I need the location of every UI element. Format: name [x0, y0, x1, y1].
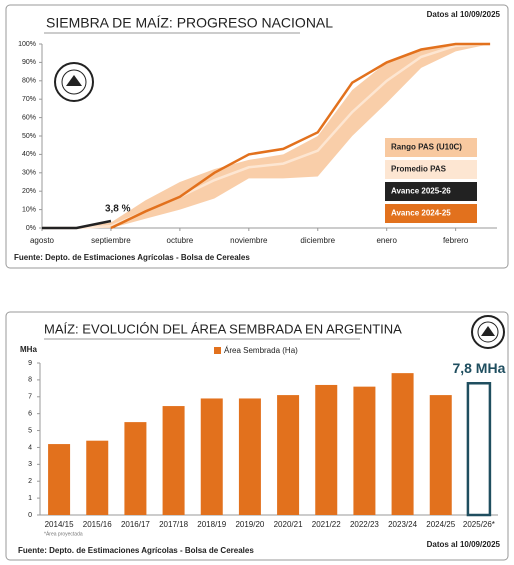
- series-line: [42, 42, 491, 230]
- bar: [429, 395, 452, 515]
- y-tick-label: 50%: [22, 133, 36, 140]
- x-tick-label: 2020/21: [274, 520, 303, 529]
- legend-swatch: [214, 347, 221, 354]
- legend-label: Rango PAS (U10C): [391, 143, 462, 152]
- legend-label: Promedio PAS: [391, 165, 447, 174]
- y-tick-label: 90%: [22, 59, 36, 66]
- x-tick-label: 2023/24: [388, 520, 417, 529]
- y-tick-label: 20%: [22, 188, 36, 195]
- progress-chart: SIEMBRA DE MAÍZ: PROGRESO NACIONAL Datos…: [5, 4, 509, 269]
- bar: [277, 395, 300, 515]
- y-tick-label: 0: [28, 512, 32, 519]
- date-note: Datos al 10/09/2025: [427, 10, 501, 19]
- bar: [124, 422, 147, 515]
- y-tick-label: 3: [28, 461, 32, 468]
- x-tick-label: 2018/19: [197, 520, 226, 529]
- y-tick-label: 70%: [22, 96, 36, 103]
- legend-label: Avance 2024-25: [391, 209, 451, 218]
- annotation: 3,8 %: [105, 204, 131, 215]
- x-tick-label: 2021/22: [312, 520, 341, 529]
- x-tick-label: noviembre: [230, 236, 268, 245]
- y-tick-label: 9: [28, 360, 32, 367]
- x-tick-label: 2014/15: [45, 520, 74, 529]
- x-tick-label: enero: [376, 236, 397, 245]
- bar: [162, 406, 185, 515]
- x-tick-label: 2019/20: [235, 520, 264, 529]
- bar: [200, 398, 223, 515]
- legend-swatch: [385, 160, 477, 179]
- bar: [315, 384, 338, 515]
- area-chart: MAÍZ: EVOLUCIÓN DEL ÁREA SEMBRADA EN ARG…: [5, 311, 509, 561]
- y-tick-label: 2: [28, 478, 32, 485]
- y-tick-label: 4: [28, 444, 32, 451]
- y-tick-label: 30%: [22, 170, 36, 177]
- x-tick-label: octubre: [167, 236, 194, 245]
- series-line: [42, 219, 112, 230]
- y-tick-label: 7: [28, 394, 32, 401]
- annotation: 7,8 MHa: [452, 360, 505, 376]
- legend-swatch: [385, 138, 477, 157]
- y-tick-label: 0%: [26, 225, 36, 232]
- x-tick-label: febrero: [443, 236, 469, 245]
- legend-swatch: [385, 182, 477, 201]
- y-axis-label: MHa: [20, 345, 37, 354]
- y-tick-label: 8: [28, 377, 32, 384]
- bar: [391, 373, 414, 515]
- x-tick-label: 2022/23: [350, 520, 379, 529]
- bar: [466, 382, 492, 517]
- x-tick-label: agosto: [30, 236, 55, 245]
- chart-title: SIEMBRA DE MAÍZ: PROGRESO NACIONAL: [46, 15, 333, 31]
- logo: [54, 62, 94, 102]
- bar: [353, 386, 376, 515]
- y-tick-label: 40%: [22, 151, 36, 158]
- x-tick-label: 2025/26*: [463, 520, 495, 529]
- source: Fuente: Depto. de Estimaciones Agrícolas…: [18, 546, 254, 555]
- y-tick-label: 10%: [22, 206, 36, 213]
- bar: [86, 440, 109, 515]
- y-tick-label: 6: [28, 411, 32, 418]
- footnote: *Área proyectada: [44, 530, 83, 537]
- x-tick-label: 2016/17: [121, 520, 150, 529]
- y-tick-label: 80%: [22, 78, 36, 85]
- y-tick-label: 5: [28, 427, 32, 434]
- logo: [471, 315, 505, 349]
- y-tick-label: 60%: [22, 114, 36, 121]
- bar: [238, 398, 261, 515]
- y-tick-label: 100%: [18, 41, 36, 48]
- x-tick-label: septiembre: [91, 236, 131, 245]
- legend-label: Área Sembrada (Ha): [224, 346, 298, 355]
- bar: [48, 444, 71, 515]
- legend-swatch: [385, 204, 477, 223]
- series-line: [110, 42, 491, 230]
- date-note: Datos al 10/09/2025: [427, 540, 501, 549]
- legend-label: Avance 2025-26: [391, 187, 451, 196]
- chart-title: MAÍZ: EVOLUCIÓN DEL ÁREA SEMBRADA EN ARG…: [44, 321, 402, 336]
- y-tick-label: 1: [28, 495, 32, 502]
- x-tick-label: 2017/18: [159, 520, 188, 529]
- x-tick-label: 2024/25: [426, 520, 455, 529]
- x-tick-label: diciembre: [300, 236, 335, 245]
- source: Fuente: Depto. de Estimaciones Agrícolas…: [14, 253, 250, 262]
- x-tick-label: 2015/16: [83, 520, 112, 529]
